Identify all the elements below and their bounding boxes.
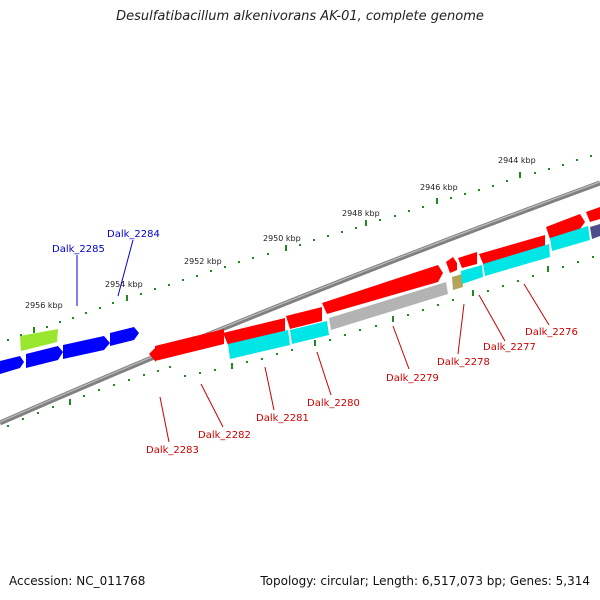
gene-label-dalk-2280: Dalk_2280 [307, 398, 360, 409]
upper-scale [7, 155, 592, 341]
gene-label-dalk-2281: Dalk_2281 [256, 413, 309, 424]
upper-genes [0, 207, 600, 374]
upper-gene-labels: Dalk_2284 Dalk_2285 [52, 229, 160, 255]
gene-arrow[interactable] [590, 224, 600, 239]
gene-arrow[interactable] [149, 348, 156, 362]
kbp-label: 2944 kbp [498, 156, 536, 165]
kbp-label: 2954 kbp [105, 280, 143, 289]
kbp-label: 2952 kbp [184, 257, 222, 266]
gene-arrow[interactable] [63, 336, 110, 359]
lower-scale [7, 256, 594, 427]
gene-arrow[interactable] [546, 214, 585, 239]
gene-label-dalk-2284: Dalk_2284 [107, 229, 160, 240]
gene-arrow[interactable] [322, 265, 443, 314]
genome-backbone [0, 180, 600, 426]
lower-gene-leaders [159, 283, 550, 443]
gene-arrow[interactable] [329, 282, 448, 330]
gene-arrow[interactable] [290, 321, 329, 344]
genome-backbone-highlight [0, 181, 600, 423]
upper-gene-leaders [76, 239, 134, 306]
gene-label-dalk-2279: Dalk_2279 [386, 373, 439, 384]
gene-arrow[interactable] [461, 265, 483, 284]
gene-arrow[interactable] [286, 307, 322, 329]
gene-arrow[interactable] [550, 226, 590, 251]
gene-arrow[interactable] [20, 329, 58, 351]
lower-genes [228, 224, 600, 359]
gene-label-dalk-2278: Dalk_2278 [437, 357, 490, 368]
gene-arrow[interactable] [26, 346, 63, 368]
map-title: Desulfatibacillum alkenivorans AK-01, co… [116, 9, 484, 24]
accession-text: Accession: NC_011768 [9, 574, 146, 588]
gene-arrow[interactable] [110, 327, 139, 346]
gene-arrow[interactable] [479, 235, 545, 266]
gene-arrow[interactable] [483, 244, 550, 276]
gene-arrow[interactable] [586, 207, 600, 222]
gene-arrow[interactable] [223, 318, 285, 345]
gene-label-dalk-2283: Dalk_2283 [146, 445, 199, 456]
lower-gene-labels: Dalk_2276 Dalk_2277 Dalk_2278 Dalk_2279 … [146, 327, 578, 456]
gene-arrow[interactable] [452, 274, 463, 290]
gene-arrow[interactable] [458, 252, 477, 268]
gene-label-dalk-2285: Dalk_2285 [52, 244, 105, 255]
kbp-label: 2956 kbp [25, 301, 63, 310]
gene-label-dalk-2277: Dalk_2277 [483, 342, 536, 353]
kbp-labels: 2944 kbp 2946 kbp 2948 kbp 2950 kbp 2952… [25, 156, 536, 310]
gene-label-dalk-2276: Dalk_2276 [525, 327, 578, 338]
gene-arrow[interactable] [446, 257, 457, 273]
genome-summary-text: Topology: circular; Length: 6,517,073 bp… [260, 574, 590, 588]
kbp-label: 2948 kbp [342, 209, 380, 218]
gene-arrow[interactable] [155, 329, 224, 361]
gene-label-dalk-2282: Dalk_2282 [198, 430, 251, 441]
kbp-label: 2950 kbp [263, 234, 301, 243]
kbp-label: 2946 kbp [420, 183, 458, 192]
gene-arrow[interactable] [0, 356, 24, 374]
gene-arrow[interactable] [228, 330, 290, 359]
